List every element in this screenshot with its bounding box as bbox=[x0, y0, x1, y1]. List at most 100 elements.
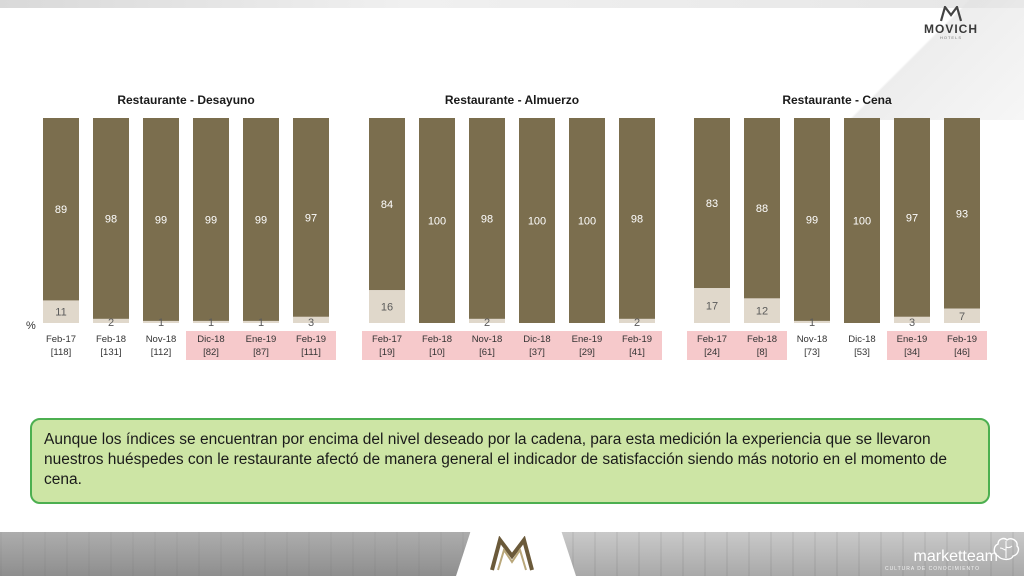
bar-bottom-value: 1 bbox=[208, 317, 214, 329]
footer-brand: marketteam bbox=[913, 548, 998, 565]
bar-bottom-value: 2 bbox=[484, 317, 490, 329]
sample-size-label: [112] bbox=[151, 347, 171, 358]
bar-bottom-segment bbox=[619, 318, 655, 323]
bar-top-segment bbox=[143, 118, 179, 321]
top-band bbox=[0, 0, 1024, 8]
footer-brand-sub: CULTURA DE CONOCIMIENTO bbox=[884, 566, 980, 572]
bar-top-segment bbox=[619, 118, 655, 319]
sample-size-label: [8] bbox=[757, 347, 768, 358]
sample-size-label: [10] bbox=[429, 347, 445, 358]
bar-bottom-segment bbox=[694, 288, 730, 323]
corner-decoration bbox=[824, 0, 1024, 120]
bar-bottom-segment bbox=[369, 290, 405, 323]
sample-size-label: [41] bbox=[629, 347, 645, 358]
sample-size-label: [34] bbox=[904, 347, 920, 358]
chart-title: Restaurante - Desayuno bbox=[117, 93, 254, 107]
chart-title: Restaurante - Almuerzo bbox=[445, 93, 579, 107]
bar-top-value: 97 bbox=[305, 212, 317, 224]
bar-bottom-segment bbox=[944, 308, 980, 323]
category-highlight bbox=[236, 331, 286, 360]
sample-size-label: [19] bbox=[379, 347, 395, 358]
bar-top-value: 99 bbox=[806, 214, 818, 226]
category-label: Feb-17 bbox=[46, 334, 76, 345]
sample-size-label: [37] bbox=[529, 347, 545, 358]
category-highlight bbox=[612, 331, 662, 360]
bar-top-value: 88 bbox=[756, 203, 768, 215]
category-highlight bbox=[937, 331, 987, 360]
sample-size-label: [53] bbox=[854, 347, 870, 358]
sample-size-label: [73] bbox=[804, 347, 820, 358]
category-label: Dic-18 bbox=[197, 334, 224, 345]
category-label: Ene-19 bbox=[897, 334, 928, 345]
bar-bottom-segment bbox=[43, 300, 79, 323]
category-label: Feb-18 bbox=[96, 334, 126, 345]
category-label: Dic-18 bbox=[523, 334, 550, 345]
category-label: Nov-18 bbox=[472, 334, 503, 345]
bar-bottom-segment bbox=[143, 320, 179, 323]
category-label: Nov-18 bbox=[146, 334, 177, 345]
category-label: Ene-19 bbox=[572, 334, 603, 345]
bar-bottom-segment bbox=[794, 320, 830, 323]
sample-size-label: [24] bbox=[704, 347, 720, 358]
sample-size-label: [111] bbox=[301, 347, 321, 358]
logo-sub: HOTELS bbox=[939, 35, 962, 40]
sample-size-label: [87] bbox=[253, 347, 269, 358]
callout-text: Aunque los índices se encuentran por enc… bbox=[44, 431, 947, 488]
logo-brand: MOVICH bbox=[924, 22, 978, 36]
bar-top-segment bbox=[794, 118, 830, 321]
category-label: Feb-19 bbox=[296, 334, 326, 345]
bar-bottom-value: 1 bbox=[258, 317, 264, 329]
category-highlight bbox=[462, 331, 512, 360]
bar-bottom-value: 7 bbox=[959, 311, 965, 323]
percent-axis-label: % bbox=[26, 320, 36, 332]
bar-top-value: 83 bbox=[706, 198, 718, 210]
bar-bottom-value: 17 bbox=[706, 301, 718, 313]
bar-top-segment bbox=[43, 118, 79, 301]
bar-top-value: 99 bbox=[205, 214, 217, 226]
category-highlight bbox=[512, 331, 562, 360]
bar-bottom-segment bbox=[894, 316, 930, 323]
bar-top-value: 100 bbox=[578, 216, 596, 228]
bar-top-segment bbox=[519, 118, 555, 323]
bar-top-value: 98 bbox=[105, 213, 117, 225]
bar-top-segment bbox=[944, 118, 980, 309]
bar-bottom-value: 3 bbox=[909, 317, 915, 329]
category-label: Feb-18 bbox=[422, 334, 452, 345]
bar-bottom-value: 2 bbox=[634, 317, 640, 329]
bar-bottom-value: 11 bbox=[55, 307, 66, 319]
bar-top-value: 93 bbox=[956, 208, 968, 220]
bar-bottom-segment bbox=[93, 318, 129, 323]
category-highlight bbox=[362, 331, 412, 360]
sample-size-label: [82] bbox=[203, 347, 219, 358]
category-label: Dic-18 bbox=[848, 334, 875, 345]
bar-top-segment bbox=[469, 118, 505, 319]
bar-bottom-value: 1 bbox=[158, 317, 164, 329]
bar-top-value: 98 bbox=[481, 213, 493, 225]
category-label: Feb-17 bbox=[697, 334, 727, 345]
bar-top-value: 100 bbox=[853, 216, 871, 228]
category-label: Ene-19 bbox=[246, 334, 277, 345]
bar-top-segment bbox=[744, 118, 780, 299]
bar-top-value: 98 bbox=[631, 213, 643, 225]
footer-shade bbox=[0, 532, 470, 576]
bar-top-value: 84 bbox=[381, 199, 393, 211]
bar-top-segment bbox=[193, 118, 229, 321]
sample-size-label: [46] bbox=[954, 347, 970, 358]
bar-top-value: 89 bbox=[55, 204, 67, 216]
bar-top-segment bbox=[844, 118, 880, 323]
bar-bottom-value: 3 bbox=[308, 317, 314, 329]
category-highlight bbox=[412, 331, 462, 360]
bar-bottom-value: 16 bbox=[381, 302, 393, 314]
bar-top-value: 100 bbox=[528, 216, 546, 228]
bar-top-segment bbox=[694, 118, 730, 289]
chart-title: Restaurante - Cena bbox=[782, 93, 892, 107]
insight-callout: Aunque los índices se encuentran por enc… bbox=[30, 418, 990, 504]
sample-size-label: [118] bbox=[51, 347, 71, 358]
category-highlight bbox=[186, 331, 236, 360]
bar-top-value: 97 bbox=[906, 212, 918, 224]
bar-top-segment bbox=[369, 118, 405, 291]
bar-top-value: 99 bbox=[255, 214, 267, 226]
category-label: Feb-19 bbox=[622, 334, 652, 345]
category-label: Feb-19 bbox=[947, 334, 977, 345]
